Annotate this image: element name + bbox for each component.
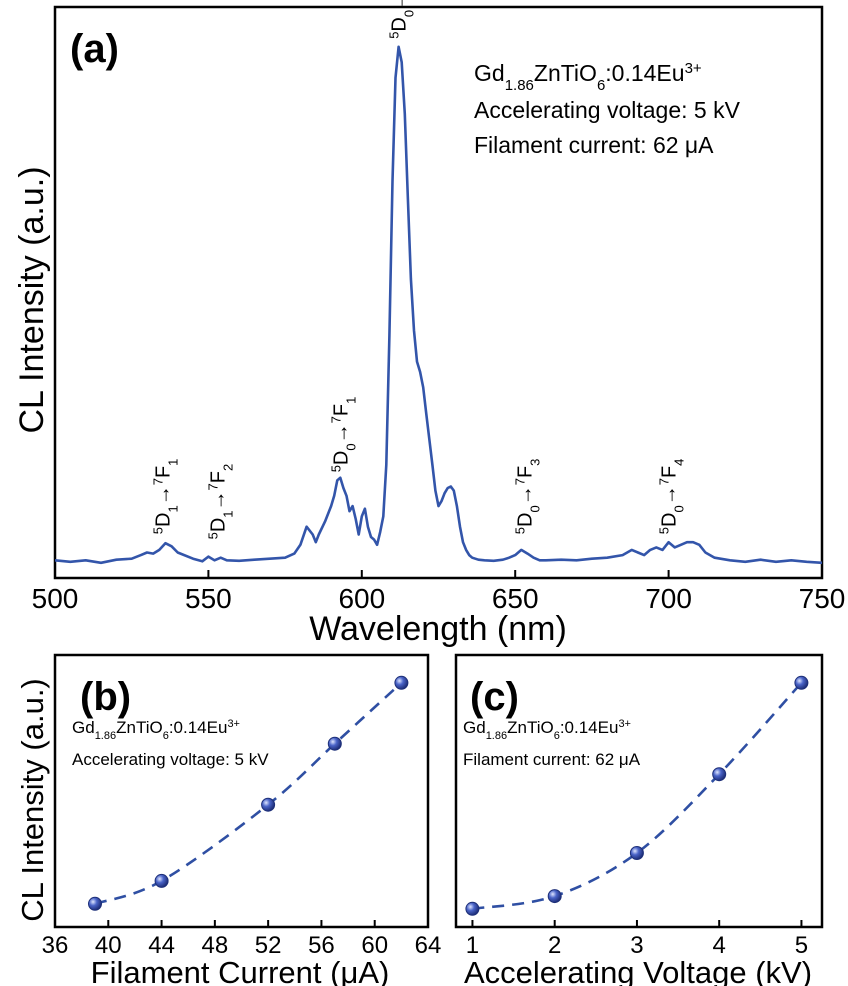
panel-c-points <box>465 675 809 916</box>
svg-text:5D0→7F1: 5D0→7F1 <box>328 397 358 473</box>
x-tick-label: 750 <box>799 583 846 614</box>
panel-b-point <box>88 896 102 911</box>
x-tick-label: 1 <box>466 932 479 959</box>
panel-b-frame <box>53 653 430 929</box>
x-tick-label: 700 <box>645 583 692 614</box>
panel-b-letter: (b) <box>80 675 131 719</box>
svg-text:5D0→7F4: 5D0→7F4 <box>656 459 686 535</box>
x-tick-label: 2 <box>548 932 561 959</box>
panel-b-point <box>394 675 409 690</box>
panel-a-y-axis-title: CL Intensity (a.u.) <box>13 166 51 433</box>
panel-b-fit-line <box>94 681 403 906</box>
x-tick-label: 40 <box>95 932 122 959</box>
transition-label: 5D0→7F1 <box>328 397 358 473</box>
panel-c-point <box>547 889 562 904</box>
panel-b-x-axis-title: Filament Current (μA) <box>91 955 390 986</box>
panel-c-fit-line <box>472 681 803 911</box>
x-tick-label: 650 <box>492 583 539 614</box>
svg-text:5D1→7F1: 5D1→7F1 <box>150 459 180 535</box>
panel-b-sample-label: Gd1.86ZnTiO6:0.14Eu3+ <box>72 718 240 742</box>
panel-a-letter: (a) <box>70 27 119 71</box>
x-tick-label: 44 <box>148 932 175 959</box>
panel-b-point <box>327 736 342 751</box>
x-tick-label: 36 <box>42 932 69 959</box>
panel-c-sample-label: Gd1.86ZnTiO6:0.14Eu3+ <box>463 718 631 742</box>
x-tick-label: 500 <box>32 583 79 614</box>
panel-a-sample-label: Gd1.86ZnTiO6:0.14Eu3+ <box>474 60 702 94</box>
x-tick-label: 550 <box>185 583 232 614</box>
panel-b-point <box>261 797 276 812</box>
panel-a-ticks: 500 550 600 650 700 750 <box>32 570 846 614</box>
panel-a-current-label: Filament current: 62 μA <box>474 132 714 158</box>
panel-c: 1 2 3 4 5 (c) Gd1.86ZnTiO6:0.14Eu3+ Filament… <box>454 653 824 986</box>
transition-label: 5D0→7F2 <box>386 0 416 39</box>
panel-b: 36 40 44 48 52 56 60 64 (b) Gd1.86ZnTiO6:0.14Eu… <box>15 653 442 986</box>
x-tick-label: 56 <box>308 932 335 959</box>
panel-c-letter: (c) <box>470 675 519 719</box>
transition-label: 5D0→7F4 <box>656 459 686 535</box>
panel-a-x-axis-title: Wavelength (nm) <box>309 610 567 648</box>
panel-b-point <box>154 873 169 888</box>
x-tick-label: 3 <box>630 932 643 959</box>
panel-a-transition-labels: 5D1→7F1 5D1→7F2 5D0→7F1 5D0→7F2 5D0→7F3 5D0→7… <box>150 0 686 539</box>
x-tick-label: 52 <box>255 932 282 959</box>
panel-c-frame <box>454 653 824 929</box>
x-tick-label: 64 <box>415 932 442 959</box>
x-tick-label: 60 <box>361 932 388 959</box>
transition-label: 5D1→7F1 <box>150 459 180 535</box>
panel-b-points <box>88 675 409 911</box>
panel-c-point <box>629 846 644 860</box>
svg-text:5D0→7F2: 5D0→7F2 <box>386 0 416 39</box>
x-tick-label: 48 <box>202 932 229 959</box>
panel-c-point <box>794 675 809 690</box>
panel-b-condition-label: Accelerating voltage: 5 kV <box>72 750 269 769</box>
panel-c-condition-label: Filament current: 62 μA <box>463 750 641 769</box>
transition-label: 5D1→7F2 <box>205 464 235 540</box>
x-tick-label: 5 <box>795 932 808 959</box>
transition-label: 5D0→7F3 <box>512 459 542 535</box>
panel-a-frame <box>53 5 824 580</box>
panel-c-x-axis-title: Accelerating Voltage (kV) <box>464 955 812 986</box>
panel-b-y-axis-title: CL Intensity (a.u.) <box>15 678 50 922</box>
svg-text:5D1→7F2: 5D1→7F2 <box>205 464 235 540</box>
panel-b-ticks: 36 40 44 48 52 56 60 64 <box>42 920 442 959</box>
panel-a-spectrum-line <box>54 45 823 565</box>
panel-c-point <box>465 901 480 916</box>
x-tick-label: 600 <box>338 583 385 614</box>
panel-a-voltage-label: Accelerating voltage: 5 kV <box>474 97 741 123</box>
panel-a: 500 550 600 650 700 750 5D1→7F1 5D1→7F2 5D0→7F1… <box>13 0 845 648</box>
x-tick-label: 4 <box>713 932 726 959</box>
panel-c-point <box>712 767 727 782</box>
panel-c-ticks: 1 2 3 4 5 <box>466 920 808 959</box>
svg-text:5D0→7F3: 5D0→7F3 <box>512 459 542 535</box>
